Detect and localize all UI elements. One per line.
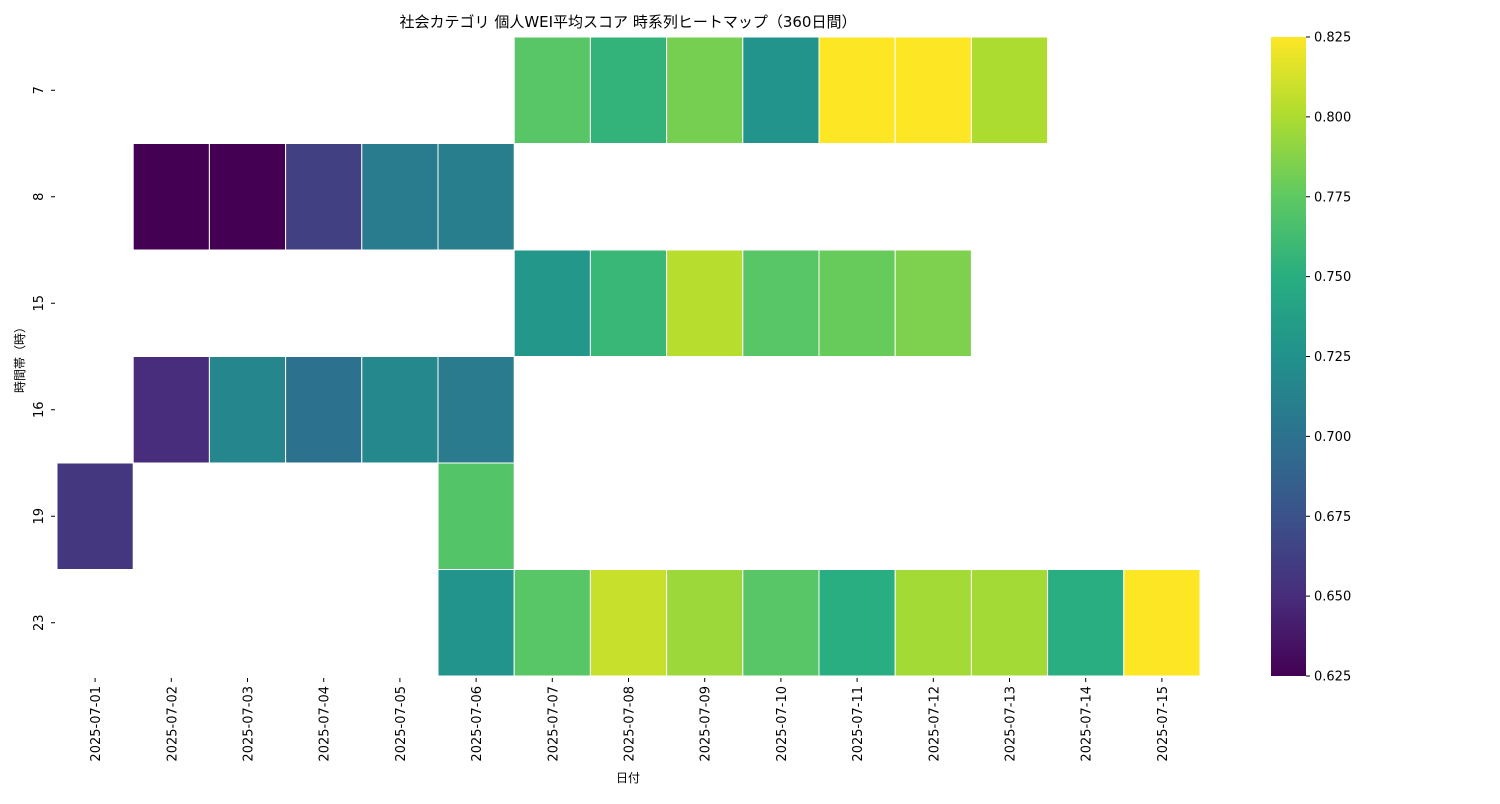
y-axis-label: 時間帯（時）: [13, 321, 27, 393]
colorbar-tick-label: 0.650: [1314, 590, 1351, 605]
heatmap-cell: [589, 249, 668, 357]
x-tick-label: 2025-07-15: [1156, 686, 1171, 762]
x-tick-label: 2025-07-03: [242, 686, 257, 762]
heatmap-cell: [742, 569, 820, 677]
heatmap-cell: [285, 143, 363, 251]
heatmap-cell: [894, 249, 972, 357]
x-tick-label: 2025-07-11: [851, 686, 866, 762]
heatmap-cell: [208, 356, 287, 464]
heatmap-cell: [589, 36, 668, 144]
heatmap-cell: [894, 569, 972, 677]
heatmap-cell: [666, 569, 744, 677]
y-axis: 7 8 15 16 19 23: [32, 86, 55, 631]
x-tick-label: 2025-07-08: [623, 686, 638, 762]
heatmap-cell: [361, 143, 439, 251]
heatmap-cell: [513, 249, 591, 357]
colorbar-tick-label: 0.625: [1314, 670, 1351, 685]
heatmap-cell: [513, 569, 591, 677]
heatmap-cell: [513, 36, 591, 144]
colorbar-tick-label: 0.700: [1314, 430, 1351, 445]
heatmap-cell: [285, 356, 363, 464]
colorbar-tick-label: 0.675: [1314, 510, 1351, 525]
heatmap-cell: [666, 249, 744, 357]
heatmap-cell: [742, 36, 820, 144]
colorbar-tick-label: 0.750: [1314, 270, 1351, 285]
heatmap-cells: [56, 36, 1201, 677]
heatmap-cell: [970, 36, 1049, 144]
heatmap-cell: [437, 462, 515, 570]
heatmap-cell: [437, 356, 515, 464]
heatmap-cell: [208, 143, 287, 251]
heatmap-cell: [894, 36, 972, 144]
x-tick-label: 2025-07-10: [775, 686, 790, 762]
heatmap-cell: [818, 36, 896, 144]
x-tick-label: 2025-07-05: [394, 686, 409, 762]
y-tick-label: 8: [32, 193, 47, 201]
colorbar-gradient: [1271, 37, 1306, 676]
colorbar-tick-label: 0.825: [1314, 31, 1351, 46]
heatmap-cell: [132, 143, 210, 251]
heatmap-cell: [742, 249, 820, 357]
heatmap-cell: [818, 249, 896, 357]
x-tick-label: 2025-07-06: [470, 686, 485, 762]
y-tick-label: 23: [32, 614, 47, 631]
heatmap-cell: [1047, 569, 1125, 677]
heatmap-cell: [437, 143, 515, 251]
x-tick-label: 2025-07-02: [165, 686, 180, 762]
colorbar-tick-label: 0.725: [1314, 350, 1351, 365]
y-tick-label: 16: [32, 401, 47, 418]
y-tick-label: 19: [32, 508, 47, 525]
x-tick-label: 2025-07-01: [89, 686, 104, 762]
heatmap-cell: [437, 569, 515, 677]
colorbar-tick-label: 0.775: [1314, 190, 1351, 205]
heatmap-cell: [818, 569, 896, 677]
x-axis-label: 日付: [616, 771, 640, 785]
x-tick-label: 2025-07-07: [546, 686, 561, 762]
heatmap-cell: [56, 462, 134, 570]
heatmap-cell: [970, 569, 1049, 677]
x-tick-label: 2025-07-04: [318, 686, 333, 762]
heatmap-cell: [132, 356, 210, 464]
heatmap-cell: [666, 36, 744, 144]
x-axis: 2025-07-01 2025-07-02 2025-07-03 2025-07-04…: [89, 678, 1171, 762]
heatmap-cell: [361, 356, 439, 464]
heatmap-cell: [1123, 569, 1201, 677]
y-tick-label: 15: [32, 295, 47, 312]
colorbar: 0.625 0.650 0.675 0.700 0.725 0.750 0.775 0.800…: [1271, 31, 1351, 685]
heatmap-cell: [589, 569, 668, 677]
x-tick-label: 2025-07-13: [1004, 686, 1019, 762]
chart-title: 社会カテゴリ 個人WEI平均スコア 時系列ヒートマップ（360日間）: [400, 13, 857, 31]
x-tick-label: 2025-07-12: [927, 686, 942, 762]
y-tick-label: 7: [32, 86, 47, 94]
x-tick-label: 2025-07-14: [1080, 686, 1095, 762]
colorbar-tick-label: 0.800: [1314, 110, 1351, 125]
x-tick-label: 2025-07-09: [699, 686, 714, 762]
